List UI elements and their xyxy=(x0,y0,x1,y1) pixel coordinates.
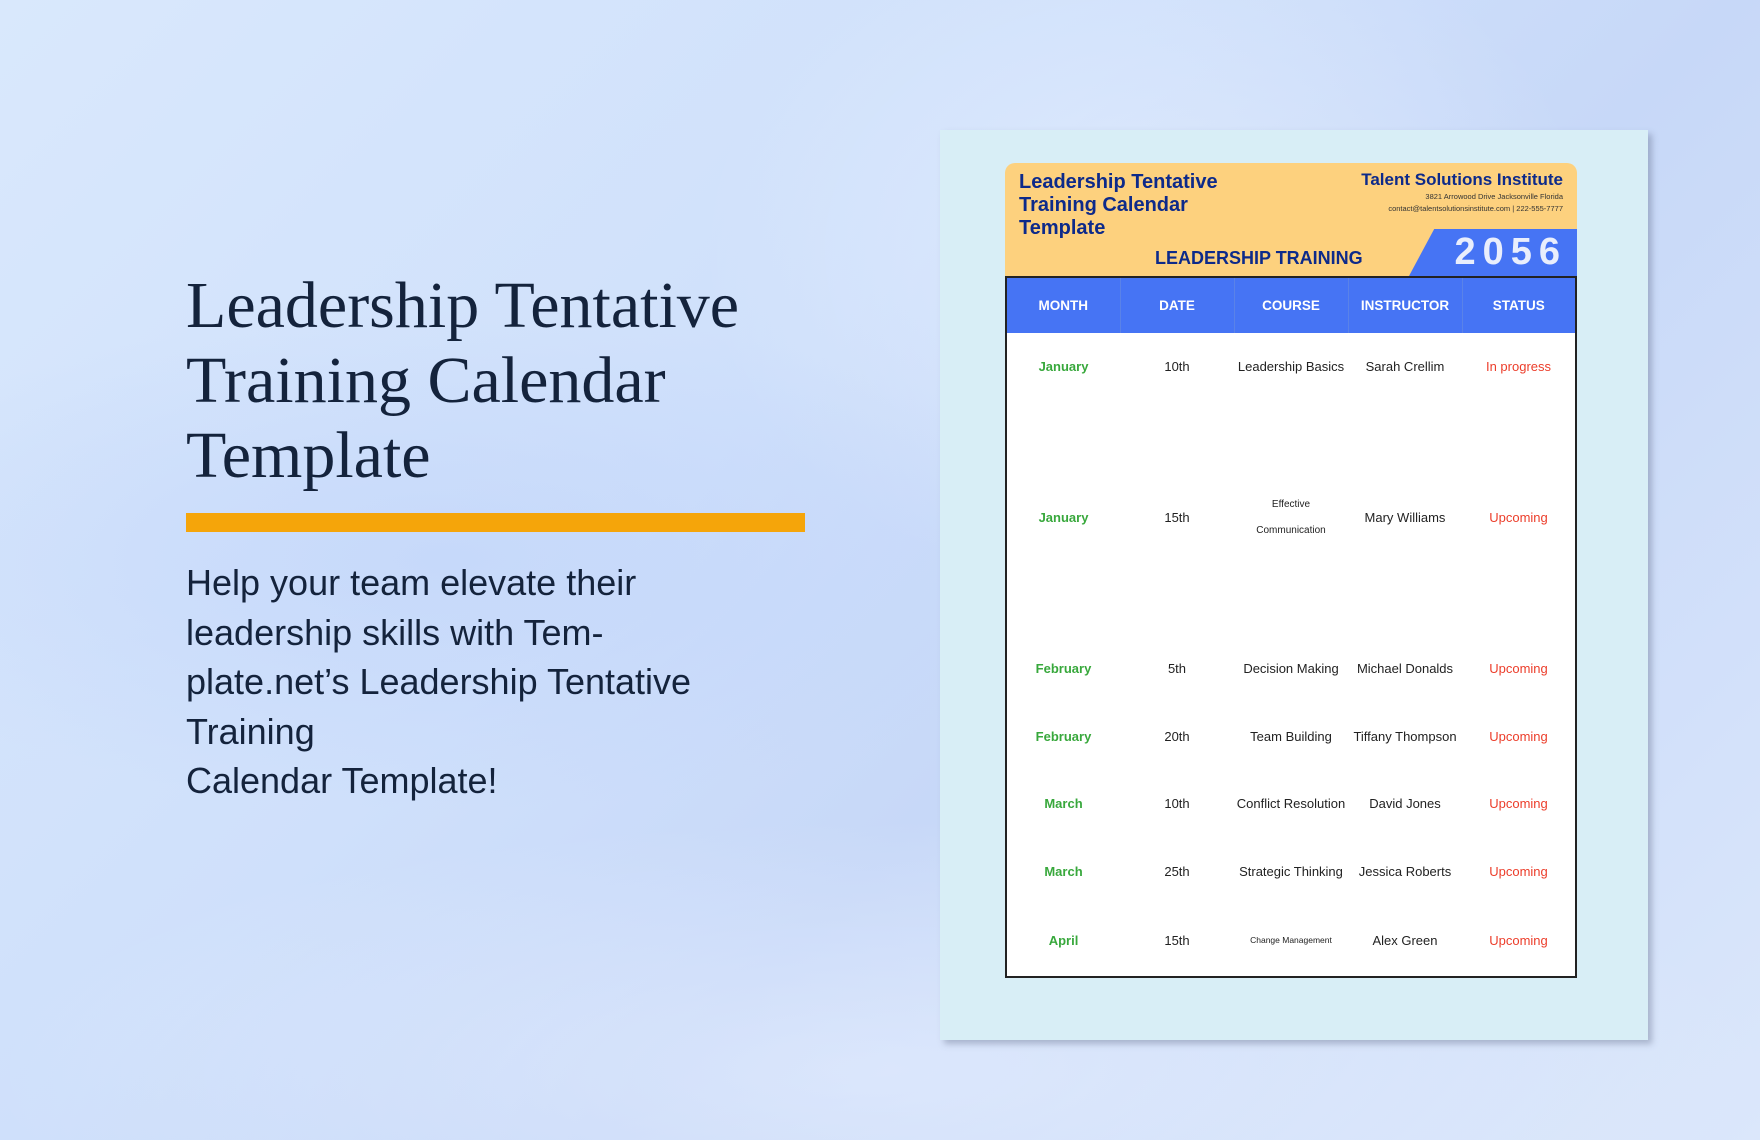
table-row: March 10th Conflict Resolution David Jone… xyxy=(1006,770,1576,838)
cell-month: January xyxy=(1038,510,1089,526)
cell-month: March xyxy=(1044,796,1083,812)
cell-date: 15th xyxy=(1164,932,1190,948)
title-line: Template xyxy=(1019,217,1106,239)
document-header: Leadership Tentative Training Calendar T… xyxy=(1005,163,1577,276)
cell-course: Strategic Thinking xyxy=(1239,863,1343,879)
cell-date: 10th xyxy=(1164,359,1190,375)
document-title: Leadership Tentative Training Calendar T… xyxy=(1019,171,1218,240)
hero: Leadership Tentative Training Calendar T… xyxy=(186,268,826,806)
col-month: MONTH xyxy=(1006,277,1121,333)
org-contact: contact@talentsolutionsinstitute.com | 2… xyxy=(1388,204,1563,213)
cell-instructor: Michael Donalds xyxy=(1356,660,1454,676)
hero-description: Help your team elevate their leadership … xyxy=(186,558,826,806)
year: 2056 xyxy=(1454,231,1567,273)
org-name: Talent Solutions Institute xyxy=(1361,170,1563,189)
cell-month: February xyxy=(1035,660,1092,676)
col-date: DATE xyxy=(1120,277,1235,333)
col-status: STATUS xyxy=(1462,277,1576,333)
cell-course: Team Building xyxy=(1250,728,1332,744)
table-row: March 25th Strategic Thinking Jessica Rob… xyxy=(1006,837,1576,905)
course-line: Effective xyxy=(1271,498,1311,510)
template-preview: Leadership Tentative Training Calendar T… xyxy=(940,130,1648,1040)
cell-course: Change Management xyxy=(1250,935,1332,946)
organization-info: Talent Solutions Institute 3821 Arrowood… xyxy=(1303,169,1563,215)
table-header: MONTH DATE COURSE INSTRUCTOR STATUS xyxy=(1006,277,1576,333)
col-course: COURSE xyxy=(1234,277,1349,333)
cell-month: February xyxy=(1035,728,1092,744)
cell-month: January xyxy=(1038,359,1089,375)
course-line: Communication xyxy=(1256,524,1326,536)
cell-status: Upcoming xyxy=(1489,660,1548,676)
document-subtitle: LEADERSHIP TRAINING xyxy=(1155,248,1363,268)
cell-status: Upcoming xyxy=(1489,796,1548,812)
cell-status: Upcoming xyxy=(1489,932,1548,948)
description-line: leadership skills with Tem- xyxy=(186,611,604,653)
cell-date: 5th xyxy=(1167,660,1187,676)
col-instructor: INSTRUCTOR xyxy=(1348,277,1463,333)
accent-bar xyxy=(186,513,805,532)
cell-month: March xyxy=(1044,863,1083,879)
cell-date: 20th xyxy=(1164,728,1190,744)
cell-course: Effective Communication xyxy=(1234,401,1348,635)
cell-course: Conflict Resolution xyxy=(1236,796,1346,812)
table-row: February 20th Team Building Tiffany Thomp… xyxy=(1006,702,1576,770)
table-row: February 5th Decision Making Michael Dona… xyxy=(1006,635,1576,703)
cell-instructor: Alex Green xyxy=(1372,932,1438,948)
training-table: MONTH DATE COURSE INSTRUCTOR STATUS Janu… xyxy=(1005,276,1577,978)
description-line: plate.net’s Leadership Tentative xyxy=(186,661,692,702)
cell-course: Leadership Basics xyxy=(1237,359,1345,375)
description-line: Training xyxy=(186,710,315,752)
cell-course: Decision Making xyxy=(1243,660,1339,676)
year-banner xyxy=(1409,229,1577,276)
cell-status: Upcoming xyxy=(1489,510,1548,526)
description-line: Help your team elevate their xyxy=(186,562,637,603)
cell-date: 10th xyxy=(1164,796,1190,812)
cell-instructor: Jessica Roberts xyxy=(1358,863,1452,879)
cell-date: 25th xyxy=(1164,863,1190,879)
cell-status: Upcoming xyxy=(1489,728,1548,744)
title-line: Training Calendar xyxy=(1019,194,1188,216)
description-line: Calendar Template! xyxy=(186,760,498,801)
cell-instructor: Tiffany Thompson xyxy=(1353,728,1457,744)
cell-status: Upcoming xyxy=(1489,863,1548,879)
cell-instructor: Sarah Crellim xyxy=(1365,359,1445,375)
org-address: 3821 Arrowood Drive Jacksonville Florida xyxy=(1425,192,1563,201)
cell-instructor: David Jones xyxy=(1369,796,1441,812)
table-row: January 10th Leadership Basics Sarah Crel… xyxy=(1006,333,1576,401)
title-line: Leadership Tentative xyxy=(1019,171,1218,193)
table-row: January 15th Effective Communication Mary … xyxy=(1006,401,1576,635)
table-row: April 15th Change Management Alex Green U… xyxy=(1006,905,1576,977)
cell-month: April xyxy=(1048,932,1079,948)
cell-instructor: Mary Williams xyxy=(1364,510,1446,526)
cell-status: In progress xyxy=(1485,359,1552,375)
hero-title: Leadership Tentative Training Calendar T… xyxy=(186,269,740,492)
cell-date: 15th xyxy=(1164,510,1190,526)
